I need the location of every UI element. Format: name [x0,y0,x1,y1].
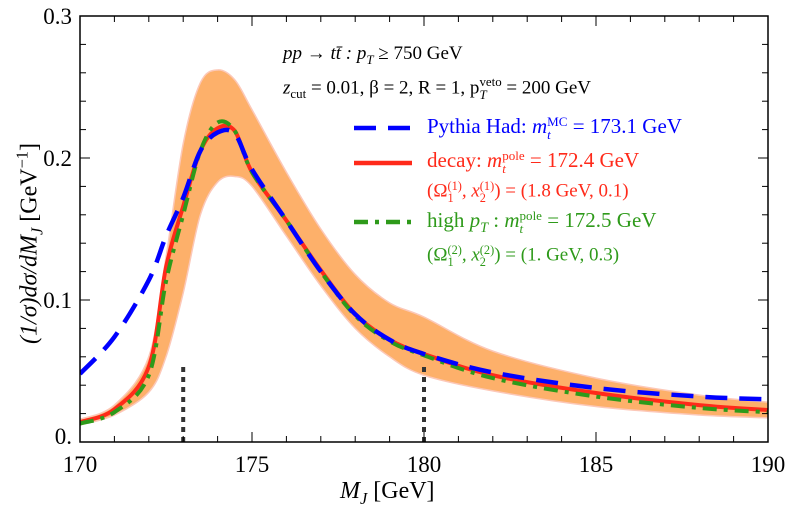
legend-text: t [502,161,506,177]
legend-text: , x [461,244,480,266]
y-tick-label: 0.1 [43,288,72,313]
legend-text: high [427,208,470,232]
legend-text: Pythia Had: [427,114,532,138]
legend-text: m [532,114,548,138]
x-axis-label-text: [GeV] [367,478,435,504]
legend-text: = 173.1 GeV [567,114,682,138]
legend-text: 1 [447,191,454,206]
annotation-text: veto [479,74,502,89]
x-tick-label: 185 [579,452,614,477]
y-axis-label-text: −1 [12,151,32,169]
legend-text: 2 [479,191,486,206]
y-axis-label-text: ] [16,143,43,152]
legend-text: t [519,221,524,237]
annotation-text: cut [290,86,307,102]
legend-text: , x [461,180,480,202]
annotation-process: pp → tt̄ : pT ≥ 750 GeV [283,43,463,67]
legend-text: 2 [479,255,486,270]
legend-text: m [504,208,520,232]
legend-text: (2) [479,243,495,257]
y-axis-label-text: [GeV [16,168,43,228]
legend-text: = 172.4 GeV [524,148,640,172]
legend-text: MC [547,114,568,130]
x-axis-label-text: J [360,488,368,508]
x-axis-label: MJ [GeV] [340,478,435,508]
legend-text: p [469,208,481,232]
y-axis-label: (1/σ)dσ/dMJ [GeV−1] [13,104,47,384]
annotation-text: pp → tt̄ : p [283,43,367,64]
annotation-text: z [283,77,291,99]
legend-text: ) = (1. GeV, 0.3) [494,244,620,266]
x-tick-label: 170 [63,452,98,477]
legend-entry-highpt: high pT : m pole t = 172.5 GeV [427,208,656,235]
legend-text: (Ω [427,244,448,266]
legend-params-decay: (Ω (1) 1, x (1) 2) = (1.8 GeV, 0.1) [427,180,629,205]
series-line-pythia-had [80,127,768,402]
y-tick-label: 0. [55,424,72,449]
legend-text: ) = (1.8 GeV, 0.1) [494,180,629,202]
y-axis-label-text: J [27,227,47,235]
annotation-text: = 0.01, β = 2, R = 1, p [306,77,480,99]
x-tick-label: 190 [751,452,786,477]
legend-text: (2) [447,243,462,257]
legend-text: pole [502,148,525,164]
uncertainty-band [80,69,768,426]
annotation-text: T [479,86,487,102]
legend-params-highpt: (Ω (2) 1, x (2) 2) = (1. GeV, 0.3) [427,244,619,269]
y-tick-label: 0.3 [43,4,72,29]
annotation-params: zcut = 0.01, β = 2, R = 1, p veto T = 200 … [283,74,592,102]
y-axis-label-text: (1/σ)dσ/dM [16,234,43,344]
x-axis-label-text: M [340,478,360,504]
y-tick-label: 0.2 [43,146,72,171]
x-tick-label: 180 [407,452,442,477]
legend-text: = 172.5 GeV [541,208,657,232]
legend-text: pole [519,208,542,224]
legend-text: : [488,208,505,232]
legend-text: t [547,127,551,143]
x-tick-label: 175 [235,452,270,477]
legend-entry-pythia: Pythia Had: m MC t = 173.1 GeV [427,114,682,141]
legend-text: (Ω [427,180,448,202]
legend-text: 1 [447,255,454,270]
legend-text: T [480,220,489,237]
annotation-text: T [366,51,374,67]
legend-text: m [487,148,503,172]
legend-text: decay: [427,148,488,172]
annotation-text: ≥ 750 GeV [373,43,463,64]
annotation-text: = 200 GeV [501,77,592,99]
legend-text: (1) [447,179,462,193]
legend-text: (1) [479,179,495,193]
legend-entry-decay: decay: m pole t = 172.4 GeV [427,148,639,175]
